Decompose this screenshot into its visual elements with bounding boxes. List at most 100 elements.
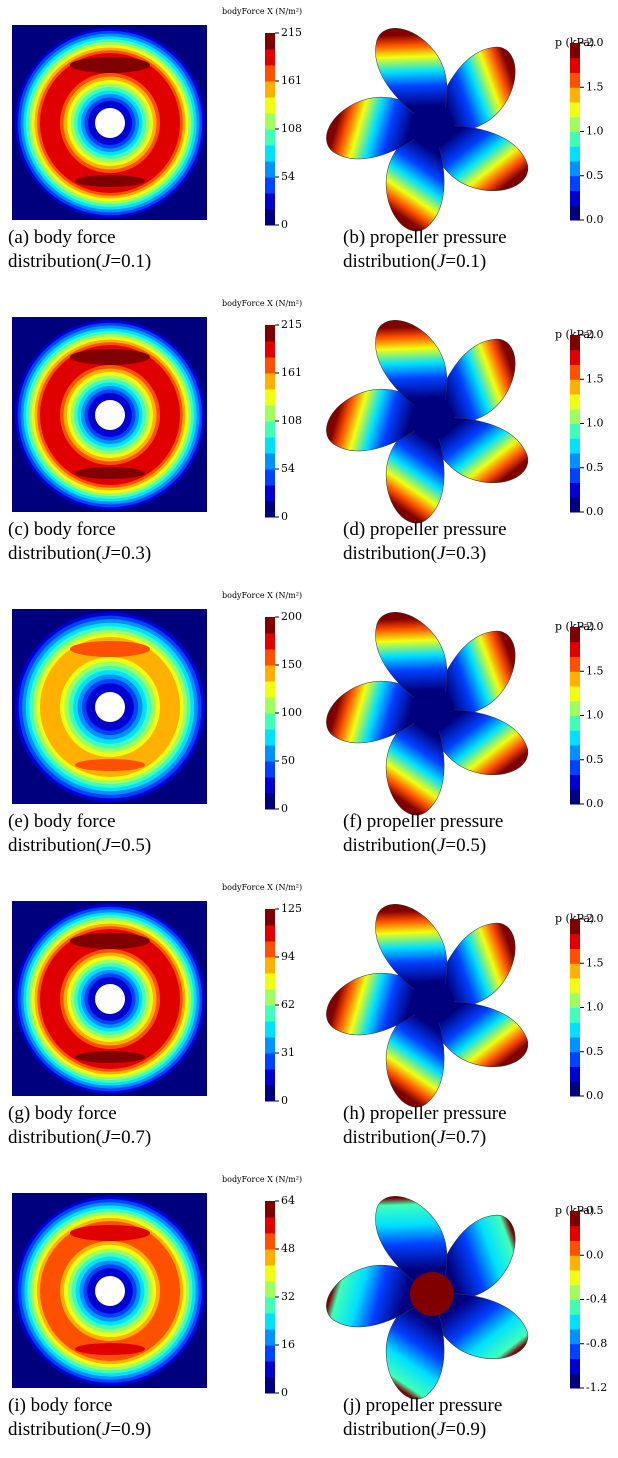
caption-part: =0.3) bbox=[110, 543, 151, 564]
propeller bbox=[326, 320, 529, 524]
colorbar-label: 62 bbox=[281, 998, 295, 1011]
colorbar-band bbox=[570, 948, 580, 964]
caption: (b) propeller pressure bbox=[343, 227, 507, 248]
colorbar-band bbox=[265, 357, 275, 374]
caption-var: J bbox=[102, 543, 112, 564]
caption-part: distribution( bbox=[343, 251, 437, 272]
colorbar-band bbox=[265, 617, 275, 634]
caption: (j) propeller pressure bbox=[343, 1395, 502, 1416]
colorbar-band bbox=[570, 438, 580, 454]
colorbar-label: 31 bbox=[281, 1046, 295, 1059]
colorbar-label: 125 bbox=[281, 902, 302, 915]
colorbar-band bbox=[265, 1265, 275, 1282]
colorbar-band bbox=[570, 349, 580, 365]
colorbar-band bbox=[570, 482, 580, 498]
colorbar-band bbox=[265, 713, 275, 730]
caption-var: J bbox=[437, 835, 447, 856]
colorbar-label: -1.2 bbox=[586, 1381, 607, 1394]
colorbar-band bbox=[265, 941, 275, 958]
caption-part: =0.9) bbox=[445, 1419, 486, 1440]
contour-peak bbox=[75, 759, 145, 771]
caption-var: J bbox=[437, 1419, 447, 1440]
colorbar-band bbox=[265, 729, 275, 746]
caption: (d) propeller pressure bbox=[343, 519, 507, 540]
colorbar-label: 161 bbox=[281, 74, 302, 87]
caption: distribution(J=0.5) bbox=[343, 835, 486, 856]
colorbar-band bbox=[570, 686, 580, 702]
colorbar-label: 0 bbox=[281, 510, 288, 523]
colorbar-band bbox=[265, 437, 275, 454]
colorbar-band bbox=[265, 33, 275, 50]
colorbar-label: 200 bbox=[281, 610, 302, 623]
caption: distribution(J=0.5) bbox=[8, 835, 151, 856]
caption-part: distribution( bbox=[343, 543, 437, 564]
colorbar-label: 215 bbox=[281, 318, 302, 331]
colorbar-band bbox=[570, 1022, 580, 1038]
colorbar-band bbox=[570, 700, 580, 716]
colorbar-band bbox=[570, 656, 580, 672]
propeller bbox=[326, 612, 529, 816]
colorbar-band bbox=[570, 1255, 580, 1271]
colorbar-band bbox=[570, 72, 580, 88]
contour-peak bbox=[70, 641, 150, 657]
colorbar-band bbox=[570, 423, 580, 439]
caption: distribution(J=0.9) bbox=[343, 1419, 486, 1440]
colorbar-band bbox=[570, 715, 580, 731]
hub bbox=[410, 1272, 454, 1316]
colorbar-band bbox=[570, 57, 580, 73]
hole bbox=[95, 108, 125, 138]
colorbar-band bbox=[570, 102, 580, 118]
caption: distribution(J=0.3) bbox=[343, 543, 486, 564]
hole bbox=[95, 984, 125, 1014]
caption-part: =0.7) bbox=[110, 1127, 151, 1148]
colorbar-band bbox=[570, 789, 580, 805]
colorbar-band bbox=[570, 1225, 580, 1241]
colorbar-band bbox=[265, 421, 275, 438]
colorbar-label: 150 bbox=[281, 658, 302, 671]
colorbar-band bbox=[570, 978, 580, 994]
colorbar-label: 108 bbox=[281, 122, 302, 135]
colorbar-title: p (kPa) bbox=[555, 912, 594, 925]
colorbar-band bbox=[265, 989, 275, 1006]
colorbar-band bbox=[265, 1281, 275, 1298]
colorbar-label: 0.5 bbox=[586, 1204, 604, 1217]
colorbar-band bbox=[570, 364, 580, 380]
colorbar-band bbox=[570, 1299, 580, 1315]
hole bbox=[95, 692, 125, 722]
colorbar-label: 1.5 bbox=[586, 956, 604, 969]
caption-part: distribution( bbox=[343, 1419, 437, 1440]
caption-part: =0.9) bbox=[110, 1419, 151, 1440]
colorbar-band bbox=[265, 49, 275, 66]
colorbar-band bbox=[265, 485, 275, 502]
colorbar-label: 2.0 bbox=[586, 912, 604, 925]
colorbar-label: 0.0 bbox=[586, 213, 604, 226]
colorbar-band bbox=[265, 761, 275, 778]
colorbar-band bbox=[265, 793, 275, 810]
colorbar-label: 0 bbox=[281, 218, 288, 231]
colorbar-title: bodyForce X (N/m²) bbox=[222, 1175, 302, 1184]
caption-part: distribution( bbox=[8, 1419, 102, 1440]
colorbar-label: 100 bbox=[281, 706, 302, 719]
colorbar-band bbox=[570, 1081, 580, 1097]
colorbar-label: 2.0 bbox=[586, 620, 604, 633]
colorbar-band bbox=[265, 97, 275, 114]
colorbar-title: p (kPa) bbox=[555, 328, 594, 341]
colorbar-band bbox=[265, 1249, 275, 1266]
colorbar-band bbox=[265, 145, 275, 162]
caption-part: distribution( bbox=[343, 835, 437, 856]
colorbar-band bbox=[570, 919, 580, 935]
colorbar-label: 94 bbox=[281, 950, 295, 963]
colorbar-band bbox=[265, 129, 275, 146]
colorbar-band bbox=[570, 1211, 580, 1227]
colorbar-label: 108 bbox=[281, 414, 302, 427]
caption-var: J bbox=[437, 543, 447, 564]
colorbar-band bbox=[570, 205, 580, 221]
caption: distribution(J=0.9) bbox=[8, 1419, 151, 1440]
colorbar-band bbox=[570, 774, 580, 790]
colorbar-band bbox=[570, 1066, 580, 1082]
colorbar-band bbox=[265, 1069, 275, 1086]
colorbar-label: 2.0 bbox=[586, 36, 604, 49]
colorbar-band bbox=[265, 81, 275, 98]
colorbar-label: 0 bbox=[281, 802, 288, 815]
